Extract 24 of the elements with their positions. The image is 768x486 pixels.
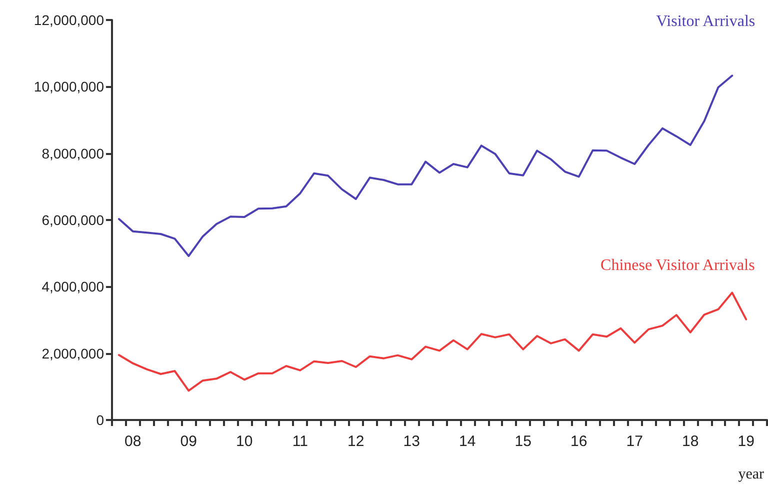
x-tick-label: 09 bbox=[180, 433, 197, 450]
y-tick-label: 6,000,000 bbox=[42, 212, 104, 228]
x-tick-label: 08 bbox=[124, 433, 142, 450]
y-tick-label: 0 bbox=[96, 412, 104, 428]
x-tick-label: 12 bbox=[348, 433, 364, 450]
x-tick-label: 19 bbox=[738, 433, 754, 450]
x-axis-title: year bbox=[738, 466, 764, 482]
x-tick-label: 13 bbox=[403, 433, 420, 450]
y-tick-label: 12,000,000 bbox=[34, 12, 104, 28]
series-label: Chinese Visitor Arrivals bbox=[600, 256, 755, 274]
text: Visitor Arrivals bbox=[656, 13, 756, 30]
line-series bbox=[118, 292, 748, 392]
x-tick-label: 15 bbox=[514, 433, 532, 450]
line-series bbox=[118, 74, 734, 257]
x-tick-label: 16 bbox=[570, 433, 588, 450]
y-tick-label: 4,000,000 bbox=[42, 278, 104, 295]
x-tick-label: 17 bbox=[626, 433, 643, 450]
x-tick-label: 10 bbox=[236, 433, 253, 450]
y-tick-label: 10,000,000 bbox=[34, 78, 104, 95]
y-tick-label: 2,000,000 bbox=[42, 345, 104, 362]
x-tick-label: 18 bbox=[682, 433, 699, 450]
x-tick-label: 14 bbox=[459, 433, 476, 450]
x-tick-label: 11 bbox=[292, 433, 308, 450]
y-tick-label: 8,000,000 bbox=[42, 145, 104, 162]
